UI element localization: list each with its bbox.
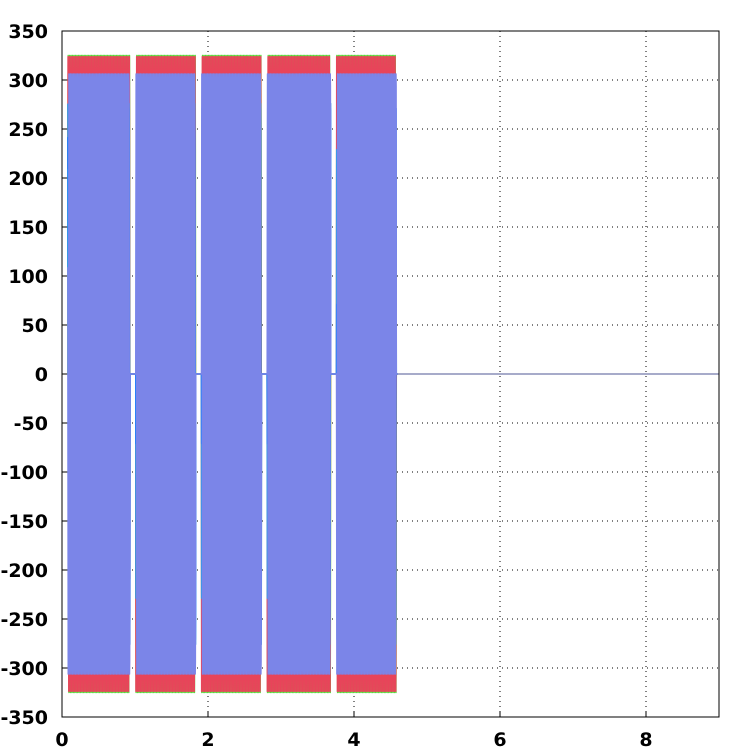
y-tick-label: 350	[8, 21, 48, 43]
y-tick-label: -150	[0, 511, 48, 533]
x-tick-label: 0	[55, 729, 68, 750]
y-tick-label: 250	[8, 119, 48, 141]
x-tick-label: 2	[201, 729, 214, 750]
y-tick-label: 50	[22, 315, 48, 337]
y-tick-label: -250	[0, 609, 48, 631]
x-tick-label: 6	[493, 729, 506, 750]
series-line-5	[67, 73, 399, 675]
y-tick-label: 100	[8, 266, 48, 288]
y-tick-label: -50	[14, 413, 48, 435]
x-tick-label: 4	[347, 729, 360, 750]
tick-label-layer: 0 2 4 6 8 -350 -300 -250 -200 -150 -100 -50 0 50 100 15…	[0, 21, 652, 751]
y-tick-label: -300	[0, 658, 48, 680]
y-tick-label: -200	[0, 560, 48, 582]
series-layer	[67, 54, 719, 694]
y-tick-label: -350	[0, 707, 48, 729]
x-tick-label: 8	[639, 729, 652, 750]
y-tick-label: 300	[8, 70, 48, 92]
y-tick-label: -100	[0, 462, 48, 484]
y-tick-label: 200	[8, 168, 48, 190]
y-tick-label: 150	[8, 217, 48, 239]
y-tick-label: 0	[35, 364, 48, 386]
axes-layer	[61, 30, 720, 718]
